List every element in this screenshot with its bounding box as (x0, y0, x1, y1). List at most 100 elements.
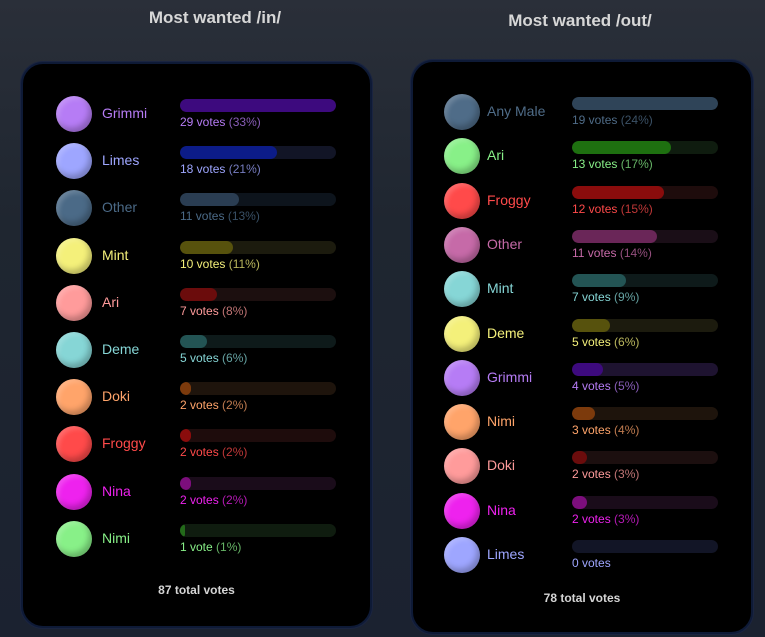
vote-bar-fill (180, 287, 218, 301)
vote-percentage: (9%) (614, 290, 640, 305)
vote-count: 12 votes (15%) (572, 202, 653, 216)
vote-percentage: (15%) (620, 201, 653, 216)
poll-option[interactable]: Nimi 3 votes (4%) (413, 404, 751, 448)
vote-bar-fill (572, 185, 664, 199)
poll-option[interactable]: Nina 2 votes (2%) (23, 473, 370, 518)
poll-option[interactable]: Froggy 12 votes (15%) (413, 182, 751, 227)
vote-count: 11 votes (14%) (572, 246, 652, 260)
vote-count-number: 2 votes (180, 445, 219, 460)
total-votes: 78 total votes (543, 591, 621, 605)
vote-bar-fill (572, 495, 587, 509)
avatar (56, 473, 92, 510)
avatar (444, 448, 480, 485)
vote-count-number: 11 votes (180, 209, 225, 224)
poll-option[interactable]: Deme 5 votes (6%) (23, 332, 370, 376)
vote-count: 4 votes (5%) (572, 379, 639, 393)
option-name: Froggy (487, 191, 531, 208)
poll-option[interactable]: Limes 18 votes (21%) (23, 143, 370, 187)
vote-count-number: 2 votes (572, 511, 611, 526)
vote-bar-fill (180, 335, 207, 348)
vote-count: 2 votes (2%) (180, 445, 247, 459)
vote-percentage: (1%) (216, 539, 242, 554)
vote-count-number: 11 votes (572, 245, 617, 260)
vote-count-number: 4 votes (572, 378, 611, 393)
vote-bar-track (180, 335, 336, 348)
total-votes: 87 total votes (158, 583, 235, 597)
poll-title-out: Most wanted /out/ (508, 11, 652, 30)
vote-percentage: (6%) (222, 351, 248, 365)
vote-percentage: (13%) (227, 209, 260, 224)
vote-bar-track (180, 382, 336, 396)
option-name: Doki (102, 388, 131, 405)
option-name: Nina (487, 501, 516, 518)
vote-count-number: 2 votes (572, 467, 611, 482)
vote-percentage: (8%) (222, 303, 248, 318)
vote-bar-track (572, 540, 718, 553)
vote-bar-track (180, 99, 336, 112)
poll-option[interactable]: Limes 0 votes (413, 537, 751, 581)
poll-option[interactable]: Nimi 1 vote (1%) (23, 520, 370, 565)
poll-option[interactable]: Grimmi 4 votes (5%) (413, 359, 751, 404)
vote-count: 3 votes (4%) (572, 423, 639, 437)
avatar (56, 96, 92, 132)
avatar (56, 190, 92, 227)
vote-count-number: 0 votes (572, 556, 611, 570)
vote-count-number: 3 votes (572, 423, 611, 438)
vote-bar-track (572, 318, 718, 332)
poll-option[interactable]: Mint 7 votes (9%) (413, 271, 751, 315)
option-name: Nimi (487, 413, 515, 430)
vote-count: 18 votes (21%) (180, 162, 261, 176)
vote-bar-fill (180, 146, 277, 160)
vote-count-number: 5 votes (180, 351, 219, 365)
vote-count: 19 votes (24%) (572, 113, 653, 127)
vote-bar-track (180, 240, 336, 254)
option-name: Any Male (487, 103, 546, 119)
vote-count-number: 18 votes (180, 162, 226, 177)
vote-count: 2 votes (3%) (572, 467, 639, 481)
poll-option[interactable]: Other 11 votes (14%) (413, 226, 751, 271)
vote-bar-track (180, 193, 336, 207)
vote-count-number: 2 votes (180, 398, 219, 413)
vote-bar-track (572, 229, 718, 243)
option-name: Ari (102, 293, 120, 310)
vote-bar-fill (572, 451, 587, 465)
poll-option[interactable]: Other 11 votes (13%) (23, 190, 370, 234)
vote-bar-fill (572, 141, 672, 155)
avatar (56, 520, 92, 557)
vote-count-number: 1 vote (180, 539, 213, 554)
poll-option[interactable]: Ari 7 votes (8%) (23, 284, 370, 329)
vote-count: 2 votes (2%) (180, 398, 247, 412)
poll-option[interactable]: Froggy 2 votes (2%) (23, 426, 370, 470)
option-name: Deme (102, 341, 140, 357)
vote-percentage: (3%) (614, 511, 640, 526)
poll-card-out: Any Male 19 votes (24%) Ari 13 votes (17%) F… (411, 60, 753, 634)
poll-option[interactable]: Nina 2 votes (3%) (413, 492, 751, 537)
vote-percentage: (6%) (614, 334, 640, 349)
vote-count: 29 votes (33%) (180, 115, 261, 129)
vote-bar-track (572, 362, 718, 376)
vote-percentage: (11%) (228, 256, 260, 271)
vote-bar-track (180, 146, 336, 160)
poll-options-in: Grimmi 29 votes (33%) Limes 18 votes (21%) O… (23, 96, 370, 576)
vote-count-number: 5 votes (572, 334, 611, 349)
poll-option[interactable]: Any Male 19 votes (24%) (413, 94, 751, 138)
avatar (444, 138, 480, 175)
avatar (444, 94, 480, 130)
poll-option[interactable]: Deme 5 votes (6%) (413, 315, 751, 360)
vote-bar-track (572, 495, 718, 509)
poll-option[interactable]: Grimmi 29 votes (33%) (23, 96, 370, 140)
poll-option[interactable]: Ari 13 votes (17%) (413, 138, 751, 182)
vote-count-number: 7 votes (572, 290, 611, 305)
vote-bar-track (572, 407, 718, 421)
vote-bar-fill (572, 362, 603, 376)
option-name: Ari (487, 147, 505, 164)
poll-option[interactable]: Mint 10 votes (11%) (23, 237, 370, 282)
vote-bar-fill (180, 476, 191, 490)
poll-option[interactable]: Doki 2 votes (2%) (23, 379, 370, 423)
vote-count: 13 votes (17%) (572, 157, 653, 171)
poll-option[interactable]: Doki 2 votes (3%) (413, 448, 751, 492)
vote-count: 5 votes (6%) (180, 351, 247, 365)
poll-options-out: Any Male 19 votes (24%) Ari 13 votes (17%) F… (413, 94, 751, 584)
vote-count: 11 votes (13%) (180, 209, 260, 223)
vote-count-number: 10 votes (180, 256, 226, 271)
